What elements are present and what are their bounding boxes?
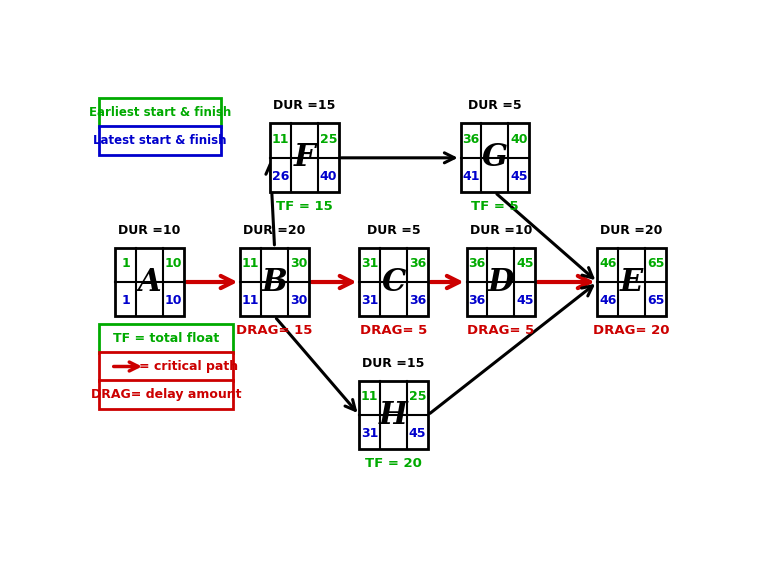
Text: Earliest start & finish: Earliest start & finish <box>89 106 231 119</box>
Text: TF = 5: TF = 5 <box>471 200 518 213</box>
Text: DRAG= delay amount: DRAG= delay amount <box>91 388 241 401</box>
Text: 65: 65 <box>647 257 664 270</box>
Text: DUR =10: DUR =10 <box>469 223 532 237</box>
Bar <box>598 248 666 316</box>
Text: 31: 31 <box>361 294 379 307</box>
Text: 36: 36 <box>468 257 485 270</box>
Text: 41: 41 <box>462 170 479 183</box>
Text: 46: 46 <box>599 294 617 307</box>
Text: 11: 11 <box>242 257 260 270</box>
Text: F: F <box>293 142 315 173</box>
Text: 10: 10 <box>165 257 182 270</box>
FancyBboxPatch shape <box>99 324 233 353</box>
Text: 25: 25 <box>319 132 337 146</box>
Text: 11: 11 <box>361 390 379 403</box>
Text: Latest start & finish: Latest start & finish <box>93 134 227 147</box>
Text: 36: 36 <box>462 132 479 146</box>
Bar <box>359 381 428 449</box>
Text: TF = 20: TF = 20 <box>365 457 422 471</box>
Text: 36: 36 <box>409 294 426 307</box>
Bar <box>270 123 339 192</box>
Text: 31: 31 <box>361 257 379 270</box>
Text: TF = total float: TF = total float <box>113 332 219 345</box>
Text: 10: 10 <box>165 294 182 307</box>
Text: DUR =15: DUR =15 <box>362 357 425 370</box>
Text: DUR =5: DUR =5 <box>468 100 521 112</box>
FancyBboxPatch shape <box>99 380 233 409</box>
Text: 45: 45 <box>510 170 528 183</box>
Text: C: C <box>382 267 406 298</box>
Text: DRAG= 15: DRAG= 15 <box>237 324 313 338</box>
Text: D: D <box>488 267 514 298</box>
Text: DRAG= 20: DRAG= 20 <box>594 324 670 338</box>
Text: 1: 1 <box>121 257 130 270</box>
Text: 40: 40 <box>510 132 528 146</box>
Text: 25: 25 <box>409 390 426 403</box>
Text: DRAG= 5: DRAG= 5 <box>360 324 427 338</box>
Text: 46: 46 <box>599 257 617 270</box>
Text: 30: 30 <box>290 257 307 270</box>
Text: E: E <box>620 267 644 298</box>
Text: DRAG= 5: DRAG= 5 <box>467 324 535 338</box>
Text: = critical path: = critical path <box>139 360 238 373</box>
Bar <box>359 248 428 316</box>
Text: 11: 11 <box>242 294 260 307</box>
Text: DUR =15: DUR =15 <box>273 100 336 112</box>
Text: DUR =20: DUR =20 <box>243 223 306 237</box>
FancyBboxPatch shape <box>99 126 221 155</box>
Text: A: A <box>137 267 161 298</box>
Text: 31: 31 <box>361 427 379 440</box>
Text: 11: 11 <box>272 132 289 146</box>
Text: 1: 1 <box>121 294 130 307</box>
Text: 36: 36 <box>409 257 426 270</box>
Text: DUR =20: DUR =20 <box>601 223 663 237</box>
Text: 45: 45 <box>516 257 534 270</box>
Text: 26: 26 <box>272 170 289 183</box>
Text: DRAG= 10: DRAG= 10 <box>111 324 188 338</box>
FancyBboxPatch shape <box>99 352 233 381</box>
Text: DUR =5: DUR =5 <box>367 223 420 237</box>
Text: TF = 15: TF = 15 <box>276 200 333 213</box>
FancyBboxPatch shape <box>99 98 221 127</box>
Text: 45: 45 <box>409 427 426 440</box>
Text: DUR =10: DUR =10 <box>118 223 180 237</box>
Text: 65: 65 <box>647 294 664 307</box>
Text: H: H <box>379 400 408 431</box>
Text: 45: 45 <box>516 294 534 307</box>
Text: B: B <box>262 267 287 298</box>
Text: G: G <box>482 142 508 173</box>
Bar <box>115 248 184 316</box>
Text: 40: 40 <box>319 170 337 183</box>
Text: 36: 36 <box>468 294 485 307</box>
Bar <box>466 248 535 316</box>
Text: 30: 30 <box>290 294 307 307</box>
Bar <box>240 248 309 316</box>
Bar <box>461 123 529 192</box>
